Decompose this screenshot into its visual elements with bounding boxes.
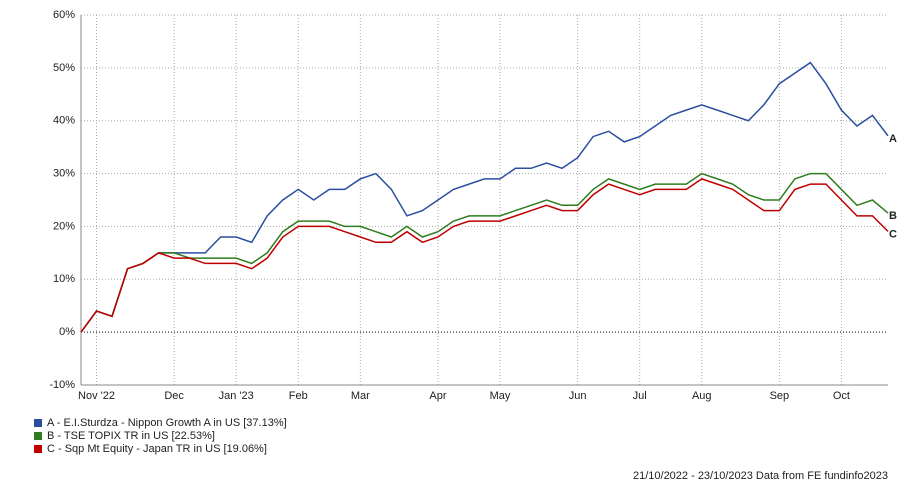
- y-tick-label: 40%: [53, 115, 75, 127]
- x-tick-label: Aug: [692, 390, 712, 402]
- end-label: C: [889, 228, 897, 240]
- x-tick-label: Oct: [833, 390, 850, 402]
- legend-label: B - TSE TOPIX TR in US [22.53%]: [47, 430, 215, 442]
- legend-label: C - Sqp Mt Equity - Japan TR in US [19.0…: [47, 443, 267, 455]
- legend-swatch: [34, 419, 42, 427]
- end-label: B: [889, 210, 897, 222]
- y-tick-label: 10%: [53, 273, 75, 285]
- y-tick-label: 0%: [59, 326, 75, 338]
- y-tick-label: 50%: [53, 62, 75, 74]
- x-tick-label: May: [490, 390, 511, 402]
- series-line: [80, 61, 889, 333]
- y-tick-label: 60%: [53, 9, 75, 21]
- y-tick-label: 20%: [53, 220, 75, 232]
- series-line: [80, 172, 889, 333]
- legend-label: A - E.I.Sturdza - Nippon Growth A in US …: [47, 417, 287, 429]
- end-label: A: [889, 133, 897, 145]
- x-tick-label: Apr: [429, 390, 446, 402]
- series-line: [80, 178, 889, 333]
- x-tick-label: Feb: [289, 390, 308, 402]
- x-tick-label: Jun: [569, 390, 587, 402]
- y-tick-label: 30%: [53, 167, 75, 179]
- x-tick-label: Mar: [351, 390, 370, 402]
- x-tick-label: Jul: [633, 390, 647, 402]
- footer: 21/10/2022 - 23/10/2023 Data from FE fun…: [633, 470, 888, 482]
- legend-swatch: [34, 445, 42, 453]
- x-tick-label: Jan '23: [219, 390, 254, 402]
- legend-swatch: [34, 432, 42, 440]
- x-tick-label: Nov '22: [78, 390, 115, 402]
- x-tick-label: Dec: [164, 390, 184, 402]
- y-tick-label: -10%: [49, 379, 75, 391]
- x-tick-label: Sep: [770, 390, 790, 402]
